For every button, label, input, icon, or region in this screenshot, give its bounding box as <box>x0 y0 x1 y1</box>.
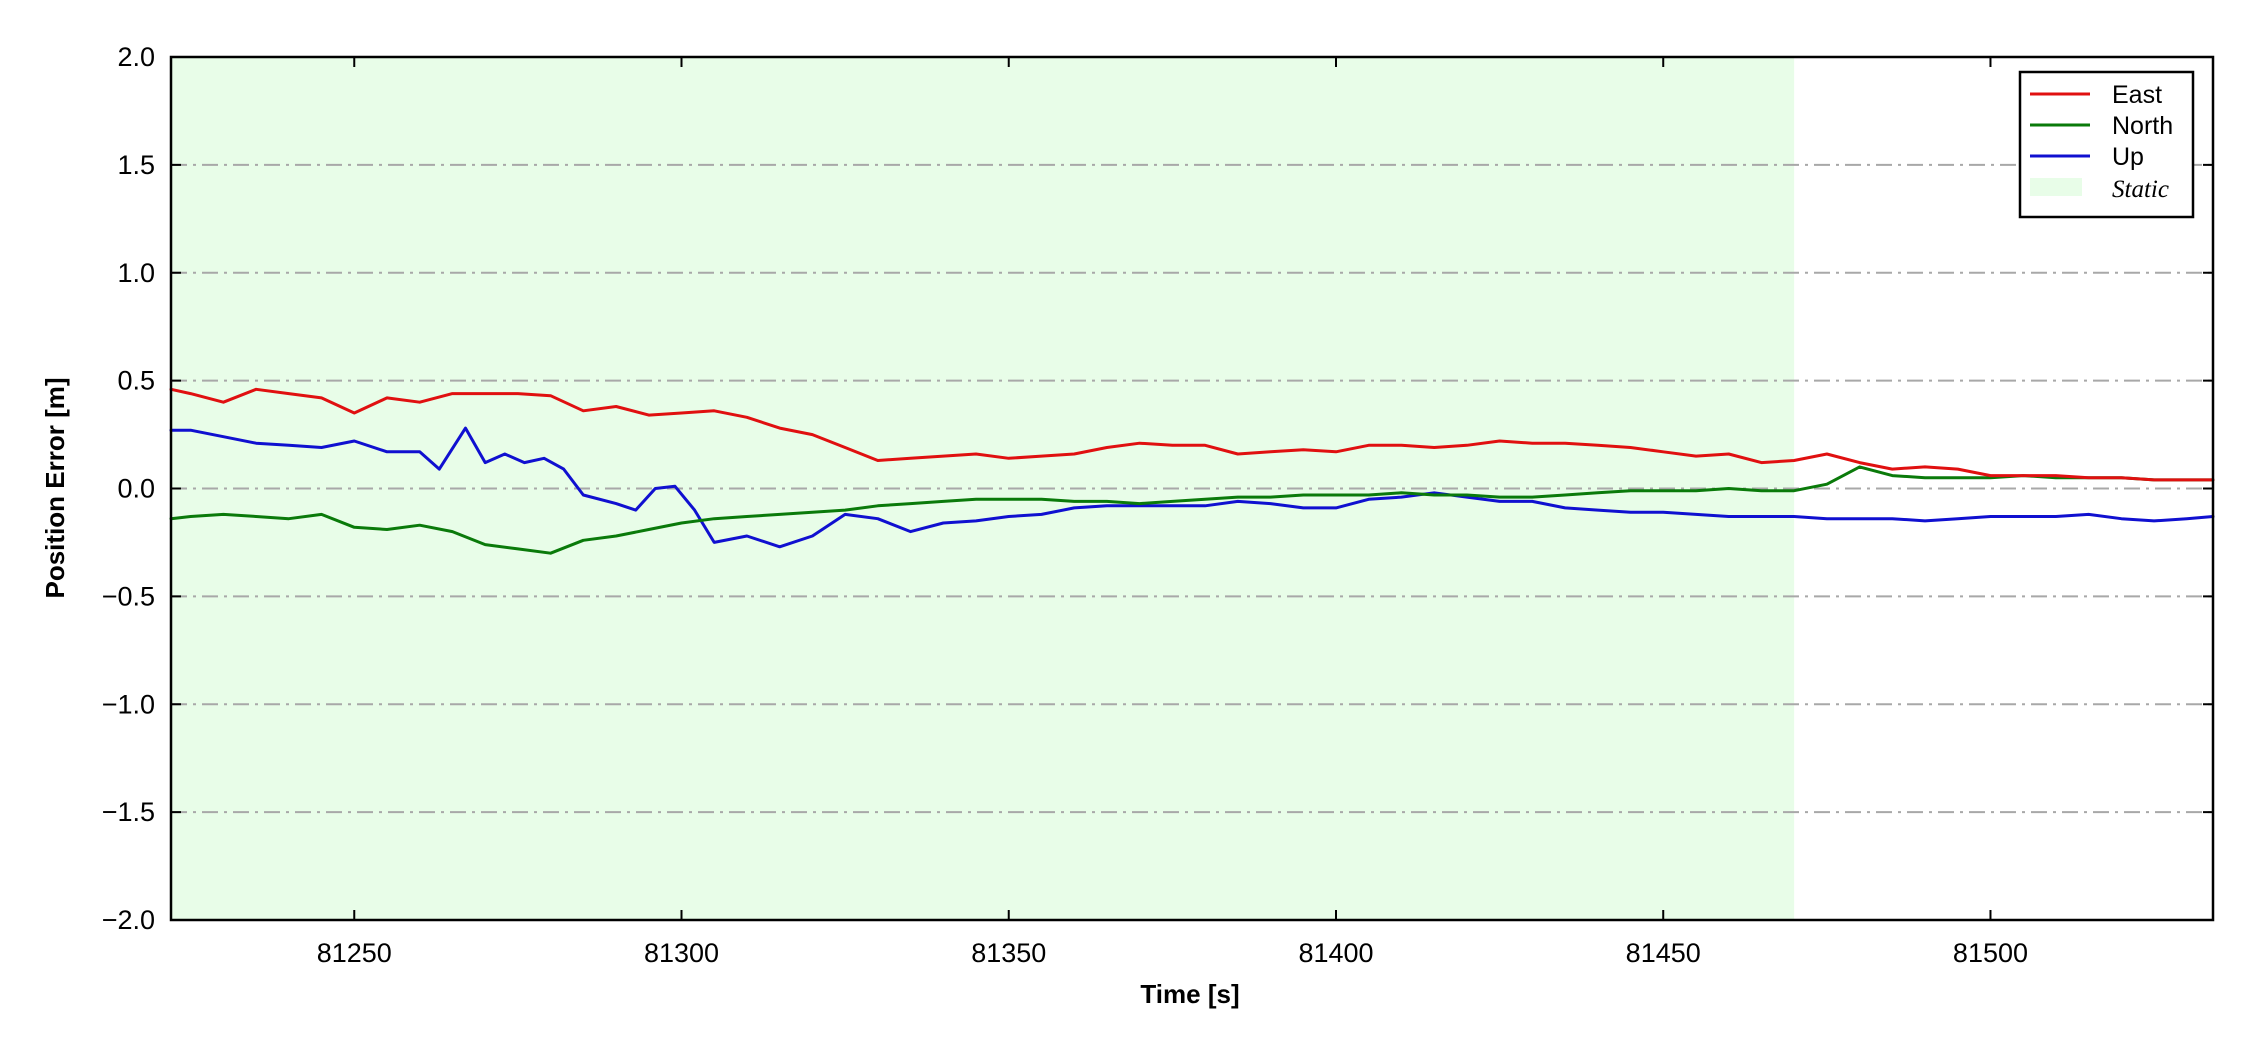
x-tick-label: 81500 <box>1953 938 2028 968</box>
y-tick-label: 1.5 <box>117 150 155 180</box>
series-line-east <box>169 387 2215 482</box>
legend-swatch-static <box>2030 178 2082 196</box>
series-line-north <box>169 465 2215 555</box>
y-tick-label: 1.0 <box>117 258 155 288</box>
y-axis-title: Position Error [m] <box>40 377 70 598</box>
y-axis-ticks: −2.0 −1.5 −1.0 −0.5 0.0 0.5 1.0 1.5 2.0 <box>102 42 2213 935</box>
x-tick-label: 81400 <box>1298 938 1373 968</box>
y-tick-label: −0.5 <box>102 581 155 611</box>
y-tick-label: −2.0 <box>102 905 155 935</box>
legend: East North Up Static <box>2018 70 2195 219</box>
x-tick-label: 81250 <box>317 938 392 968</box>
legend-label-north: North <box>2112 112 2173 140</box>
series-line-up <box>169 426 2215 549</box>
y-tick-label: 0.5 <box>117 366 155 396</box>
x-tick-label: 81450 <box>1626 938 1701 968</box>
x-tick-label: 81300 <box>644 938 719 968</box>
legend-label-static: Static <box>2112 176 2169 203</box>
legend-label-up: Up <box>2112 143 2144 171</box>
y-tick-label: 2.0 <box>117 42 155 72</box>
x-axis-title: Time [s] <box>1140 979 1239 1009</box>
series-layer <box>169 387 2215 555</box>
y-tick-label: −1.0 <box>102 689 155 719</box>
x-tick-label: 81350 <box>971 938 1046 968</box>
y-tick-label: 0.0 <box>117 474 155 504</box>
legend-label-east: East <box>2112 81 2162 109</box>
y-tick-label: −1.5 <box>102 797 155 827</box>
x-axis-ticks: 81250 81300 81350 81400 81450 81500 <box>317 57 2028 968</box>
